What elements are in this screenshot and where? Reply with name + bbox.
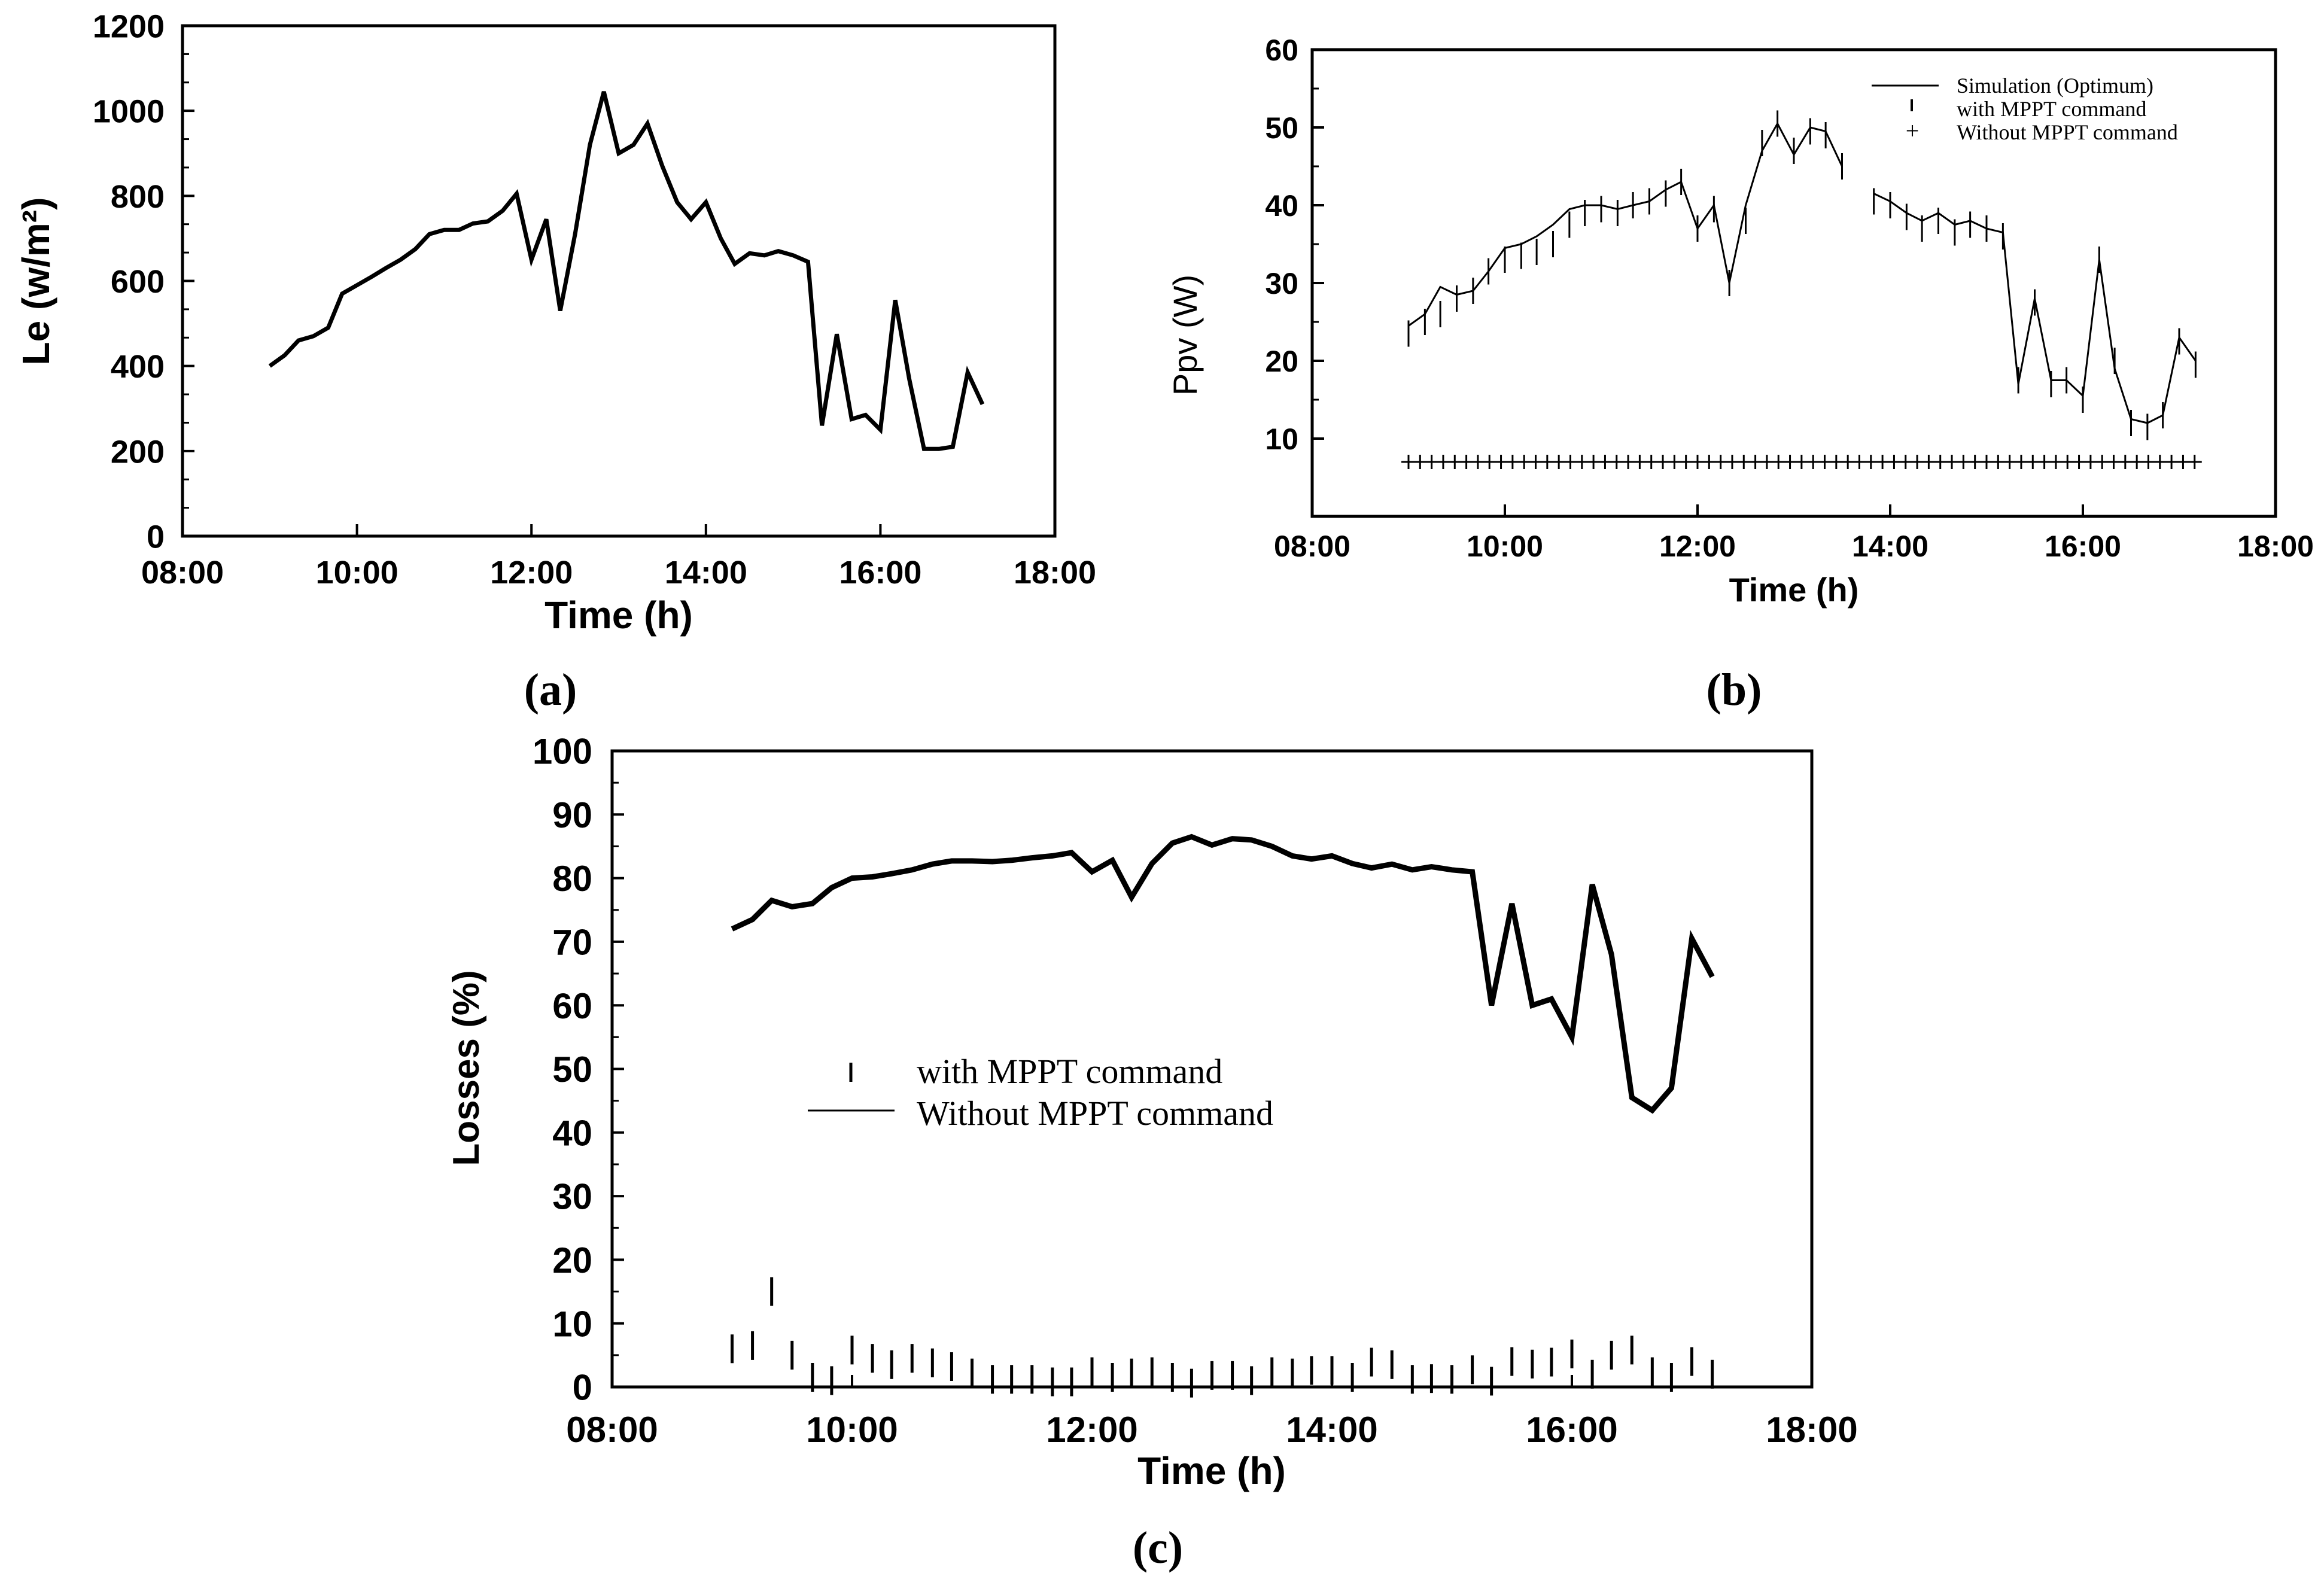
panel-c-y-axis-label: Losses (%) [446, 970, 487, 1166]
y-tick-label: 0 [147, 519, 165, 555]
y-tick-label: 600 [111, 264, 165, 300]
y-tick-label: 400 [111, 349, 165, 385]
panel-b: 10 20 30 40 50 60 08:00 10:00 12:00 14:00 16:00 18… [1166, 34, 2314, 715]
y-tick-label: 1000 [93, 94, 165, 130]
legend-no-mppt-symbol: + [1906, 117, 1920, 144]
panel-c-legend: with MPPT command Without MPPT command [808, 1052, 1273, 1133]
y-tick-label: 100 [533, 732, 592, 772]
y-tick-label: 50 [1265, 111, 1298, 145]
x-tick-label: 16:00 [1526, 1410, 1617, 1450]
legend-no-mppt-label: Without MPPT command [1957, 120, 2178, 144]
y-tick-label: 0 [573, 1368, 592, 1408]
legend-mppt-label: with MPPT command [1957, 97, 2146, 121]
y-tick-label: 800 [111, 179, 165, 215]
x-tick-label: 08:00 [566, 1410, 658, 1450]
y-tick-label: 30 [552, 1177, 592, 1217]
x-tick-label: 10:00 [1467, 530, 1543, 563]
x-tick-label: 14:00 [665, 555, 747, 591]
panel-a-x-axis-label: Time (h) [545, 594, 693, 637]
y-tick-label: 70 [552, 923, 592, 963]
x-tick-label: 10:00 [316, 555, 399, 591]
y-tick-label: 40 [1265, 189, 1298, 223]
x-tick-label: 12:00 [490, 555, 573, 591]
y-tick-label: 50 [552, 1049, 592, 1090]
panel-c-label: (c) [1133, 1523, 1183, 1573]
x-tick-label: 08:00 [1274, 530, 1350, 563]
legend-mppt-label: with MPPT command [917, 1052, 1222, 1091]
y-tick-label: 10 [552, 1304, 592, 1344]
point-without-mppt-command [2187, 455, 2202, 469]
panel-a-y-axis-label: Le (w/m²) [14, 197, 57, 366]
panel-a: 0 200 400 600 800 1000 1200 08:00 10:00 12:00 14:… [14, 8, 1096, 715]
x-tick-label: 18:00 [2237, 530, 2314, 563]
panel-c: 0 10 20 30 40 50 60 70 80 90 100 08:00 10:00 12:00 14… [446, 732, 1858, 1573]
y-tick-label: 20 [552, 1240, 592, 1280]
legend-simulation-label: Simulation (Optimum) [1957, 74, 2153, 98]
panel-c-x-axis-label: Time (h) [1137, 1449, 1286, 1492]
y-tick-label: 60 [552, 986, 592, 1026]
panel-b-y-axis-label: Ppv (W) [1166, 275, 1204, 396]
y-tick-label: 30 [1265, 267, 1298, 300]
y-tick-label: 60 [1265, 34, 1298, 67]
panel-b-label: (b) [1707, 665, 1762, 715]
panel-a-label: (a) [524, 665, 577, 715]
x-tick-label: 12:00 [1046, 1410, 1137, 1450]
x-tick-label: 14:00 [1286, 1410, 1377, 1450]
y-tick-label: 1200 [93, 8, 165, 44]
y-tick-label: 80 [552, 859, 592, 899]
panel-b-legend: + Simulation (Optimum) with MPPT command… [1872, 74, 2178, 144]
series-line-le [268, 91, 985, 451]
x-tick-label: 18:00 [1014, 555, 1096, 591]
legend-no-mppt-label: Without MPPT command [917, 1094, 1273, 1133]
series-line-without-mppt-command [731, 833, 1715, 1114]
x-tick-label: 10:00 [806, 1410, 898, 1450]
y-tick-label: 200 [111, 434, 165, 470]
x-tick-label: 12:00 [1659, 530, 1736, 563]
y-tick-label: 40 [552, 1113, 592, 1153]
x-tick-label: 14:00 [1852, 530, 1928, 563]
y-tick-label: 10 [1265, 422, 1298, 456]
x-tick-label: 16:00 [839, 555, 921, 591]
x-tick-label: 18:00 [1766, 1410, 1857, 1450]
y-tick-label: 20 [1265, 345, 1298, 378]
x-tick-label: 16:00 [2045, 530, 2121, 563]
x-tick-label: 08:00 [141, 555, 224, 591]
y-tick-label: 90 [552, 795, 592, 835]
panel-b-x-axis-label: Time (h) [1729, 571, 1859, 609]
